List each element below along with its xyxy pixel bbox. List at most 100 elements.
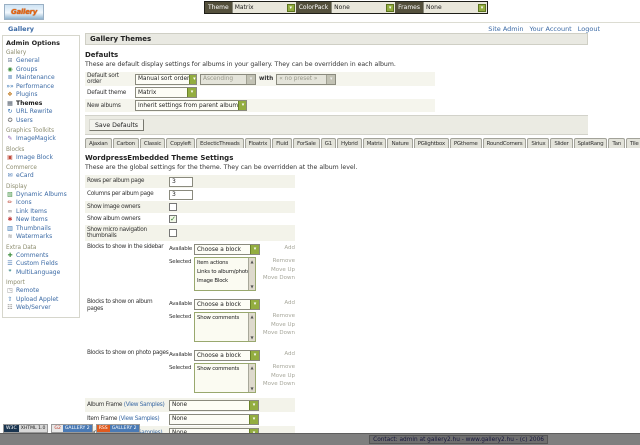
tab-roundcorners[interactable]: RoundCorners bbox=[482, 138, 527, 148]
tab-siriux[interactable]: Siriux bbox=[527, 138, 550, 148]
scroll-down-icon[interactable]: ▼ bbox=[250, 386, 254, 392]
show-image-owners-checkbox[interactable]: ✓ bbox=[169, 203, 177, 211]
view-samples-link[interactable]: (View Samples) bbox=[118, 415, 160, 422]
tab-hybrid[interactable]: Hybrid bbox=[336, 138, 362, 148]
dropdown-arrow-icon[interactable]: ▾ bbox=[249, 400, 258, 410]
list-item[interactable]: Links to album/photo peers bbox=[197, 268, 255, 275]
gallery2-badge[interactable]: G2 GALLERY 2 bbox=[51, 424, 93, 433]
sidebar-item-upload-applet[interactable]: ⇧ Upload Applet bbox=[7, 295, 59, 303]
dropdown-arrow-icon[interactable]: ▾ bbox=[250, 351, 259, 361]
dropdown-arrow-icon[interactable]: ▾ bbox=[238, 101, 246, 110]
move-up-button[interactable]: Move Up bbox=[270, 321, 295, 328]
rss-gallery2-badge[interactable]: RSS GALLERY 2 bbox=[95, 424, 140, 433]
default-theme-select[interactable]: Matrix ▾ bbox=[135, 87, 197, 98]
tab-carbon[interactable]: Carbon bbox=[112, 138, 139, 148]
save-defaults-button[interactable]: Save Defaults bbox=[89, 119, 144, 131]
view-samples-link[interactable]: (View Samples) bbox=[122, 430, 163, 436]
sidebar-item-ecard[interactable]: ✉ eCard bbox=[7, 172, 34, 180]
dropdown-arrow-icon[interactable]: ▾ bbox=[189, 74, 196, 84]
breadcrumb[interactable]: Gallery bbox=[8, 25, 35, 33]
listbox-scrollbar[interactable]: ▲ ▼ bbox=[248, 258, 255, 291]
sidebar-item-watermarks[interactable]: ≋ Watermarks bbox=[7, 233, 53, 241]
blocks-sidebar-selected-listbox[interactable]: Item actions Links to album/photo peers … bbox=[194, 257, 256, 292]
tab-nature[interactable]: Nature bbox=[387, 138, 413, 148]
scroll-up-icon[interactable]: ▲ bbox=[250, 365, 254, 371]
sidebar-item-themes[interactable]: ▦ Themes bbox=[7, 99, 43, 107]
theme-select[interactable]: Matrix ▾ bbox=[231, 2, 296, 13]
tab-slider[interactable]: Slider bbox=[550, 138, 573, 148]
tab-matrix[interactable]: Matrix bbox=[362, 138, 387, 148]
dropdown-arrow-icon[interactable]: ▾ bbox=[478, 3, 486, 12]
listbox-scrollbar[interactable]: ▲ ▼ bbox=[248, 313, 255, 342]
sort-order-select[interactable]: Manual sort order ▾ bbox=[135, 73, 197, 85]
tab-pgtheme[interactable]: PGtheme bbox=[449, 138, 482, 148]
scroll-up-icon[interactable]: ▲ bbox=[250, 314, 254, 320]
blocks-album-selected-listbox[interactable]: Show comments ▲ ▼ bbox=[194, 312, 256, 343]
columns-per-page-input[interactable] bbox=[169, 189, 193, 200]
gallery-logo[interactable]: Gallery bbox=[4, 4, 44, 20]
view-samples-link[interactable]: (View Samples) bbox=[123, 401, 165, 408]
remove-button[interactable]: Remove bbox=[272, 258, 295, 265]
tab-classic[interactable]: Classic bbox=[139, 138, 166, 148]
sidebar-item-imagemagick[interactable]: ✎ ImageMagick bbox=[7, 135, 56, 143]
your-account-link[interactable]: Your Account bbox=[529, 25, 572, 33]
sidebar-item-general[interactable]: ⊞ General bbox=[7, 57, 40, 65]
blocks-photo-available-select[interactable]: Choose a block ▾ bbox=[194, 350, 260, 362]
tab-ajaxian[interactable]: Ajaxian bbox=[85, 138, 112, 148]
move-down-button[interactable]: Move Down bbox=[262, 274, 295, 281]
site-admin-link[interactable]: Site Admin bbox=[488, 25, 524, 33]
sidebar-item-url-rewrite[interactable]: ↻ URL Rewrite bbox=[7, 108, 53, 116]
tab-tan[interactable]: Tan bbox=[608, 138, 625, 148]
w3c-xhtml-badge[interactable]: W3C XHTML 1.0 bbox=[3, 424, 49, 433]
tab-floatrix[interactable]: Floatrix bbox=[244, 138, 272, 148]
new-albums-select[interactable]: Inherit settings from parent album ▾ bbox=[135, 100, 247, 111]
tab-forsale[interactable]: ForSale bbox=[293, 138, 320, 148]
colorpack-select[interactable]: None ▾ bbox=[331, 2, 396, 13]
sidebar-item-multilanguage[interactable]: ❞ MultiLanguage bbox=[6, 269, 77, 278]
blocks-sidebar-available-select[interactable]: Choose a block ▾ bbox=[194, 244, 260, 256]
tab-copyleft[interactable]: Copyleft bbox=[166, 138, 196, 148]
dropdown-arrow-icon[interactable]: ▾ bbox=[187, 88, 196, 97]
dropdown-arrow-icon[interactable]: ▾ bbox=[250, 245, 259, 255]
sidebar-item-remote[interactable]: ◳ Remote bbox=[7, 287, 40, 295]
scroll-up-icon[interactable]: ▲ bbox=[250, 259, 254, 265]
tab-splatrang[interactable]: SplatRang bbox=[573, 138, 608, 148]
dropdown-arrow-icon[interactable]: ▾ bbox=[250, 300, 259, 310]
move-down-button[interactable]: Move Down bbox=[262, 329, 295, 336]
move-up-button[interactable]: Move Up bbox=[270, 372, 295, 379]
sidebar-item-link-items[interactable]: ∞ Link Items bbox=[7, 207, 47, 215]
sidebar-item-comments[interactable]: ✚ Comments bbox=[7, 251, 49, 259]
sidebar-item-users[interactable]: ✪ Users bbox=[7, 116, 33, 124]
sidebar-item-web-server[interactable]: ☷ Web/Server bbox=[7, 304, 51, 312]
blocks-sidebar-add-button[interactable]: Add bbox=[284, 245, 295, 252]
sidebar-item-image-block[interactable]: ▣ Image Block bbox=[7, 153, 53, 161]
frames-select[interactable]: None ▾ bbox=[423, 2, 487, 13]
move-down-button[interactable]: Move Down bbox=[262, 380, 295, 387]
sidebar-item-plugins[interactable]: ❖ Plugins bbox=[7, 91, 38, 99]
scroll-down-icon[interactable]: ▼ bbox=[250, 284, 254, 290]
sidebar-item-icons[interactable]: ✏ Icons bbox=[7, 199, 32, 207]
logout-link[interactable]: Logout bbox=[577, 25, 600, 33]
sidebar-item-thumbnails[interactable]: ▥ Thumbnails bbox=[7, 224, 51, 232]
blocks-photo-selected-listbox[interactable]: Show comments ▲ ▼ bbox=[194, 363, 256, 394]
list-item[interactable]: Show comments bbox=[197, 315, 240, 322]
item-frame-select[interactable]: None ▾ bbox=[169, 413, 259, 425]
dropdown-arrow-icon[interactable]: ▾ bbox=[286, 3, 295, 12]
blocks-album-available-select[interactable]: Choose a block ▾ bbox=[194, 299, 260, 311]
tab-eclecticthreads[interactable]: EclecticThreads bbox=[196, 138, 244, 148]
sidebar-item-groups[interactable]: ◉ Groups bbox=[7, 65, 38, 73]
dropdown-arrow-icon[interactable]: ▾ bbox=[386, 3, 395, 12]
tab-g1[interactable]: G1 bbox=[320, 138, 336, 148]
show-album-owners-checkbox[interactable]: ✓ bbox=[169, 215, 177, 223]
rows-per-page-input[interactable] bbox=[169, 176, 193, 187]
show-micro-nav-checkbox[interactable]: ✓ bbox=[169, 229, 177, 238]
album-frame-select[interactable]: None ▾ bbox=[169, 399, 259, 411]
list-item[interactable]: Show comments bbox=[197, 366, 240, 373]
tab-fluid[interactable]: Fluid bbox=[272, 138, 293, 148]
sidebar-item-maintenance[interactable]: ≣ Maintenance bbox=[7, 74, 55, 82]
tab-tile[interactable]: Tile bbox=[625, 138, 640, 148]
sidebar-item-performance[interactable]: »» Performance bbox=[6, 82, 55, 90]
scroll-down-icon[interactable]: ▼ bbox=[250, 335, 254, 341]
remove-button[interactable]: Remove bbox=[272, 364, 295, 371]
remove-button[interactable]: Remove bbox=[272, 313, 295, 320]
